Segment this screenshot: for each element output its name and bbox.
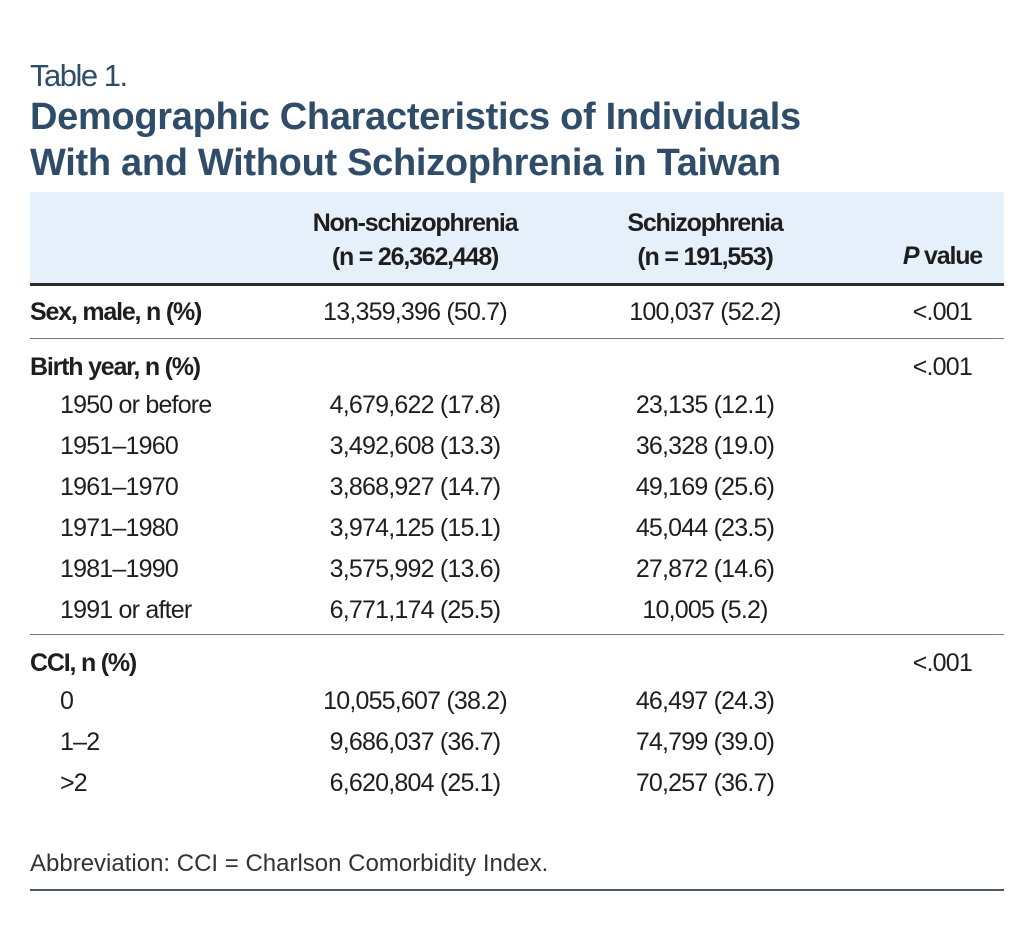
bottom-rule [30, 889, 1004, 891]
row-label: >2 [60, 769, 88, 797]
schizophrenia-value: 100,037 (52.2) [629, 298, 781, 326]
schizophrenia-value: 49,169 (25.6) [635, 473, 775, 501]
header-label: Schizophrenia [627, 209, 783, 237]
row-label: 1–2 [60, 728, 100, 756]
non-schizophrenia-value: 9,686,037 (36.7) [329, 728, 501, 756]
row-label: 1991 or after [60, 596, 192, 624]
non-schizophrenia-value: 3,974,125 (15.1) [329, 514, 501, 542]
header-schizophrenia: Schizophrenia (n = 191,553) [590, 206, 820, 274]
p-value: <.001 [912, 353, 973, 381]
schizophrenia-value: 27,872 (14.6) [635, 555, 775, 583]
table-row: 1971–1980 3,974,125 (15.1) 45,044 (23.5) [30, 506, 1004, 547]
row-label: CCI, n (%) [30, 649, 137, 677]
table-row: 1950 or before 4,679,622 (17.8) 23,135 (12… [30, 383, 1004, 424]
non-schizophrenia-value: 13,359,396 (50.7) [323, 298, 508, 326]
non-schizophrenia-value: 3,868,927 (14.7) [329, 473, 501, 501]
header-non-schizophrenia: Non-schizophrenia (n = 26,362,448) [290, 206, 540, 274]
table-title: Demographic Characteristics of Individua… [30, 94, 801, 186]
schizophrenia-value: 70,257 (36.7) [635, 769, 775, 797]
table-row: 1991 or after 6,771,174 (25.5) 10,005 (5.2… [30, 588, 1004, 635]
schizophrenia-value: 45,044 (23.5) [635, 514, 775, 542]
demographics-table: Non-schizophrenia (n = 26,362,448) Schiz… [30, 192, 1004, 802]
table-row: >2 6,620,804 (25.1) 70,257 (36.7) [30, 761, 1004, 802]
p-value: <.001 [912, 649, 973, 677]
row-label: 1951–1960 [60, 432, 179, 460]
p-value: <.001 [912, 298, 973, 326]
row-label: 1950 or before [60, 391, 212, 419]
schizophrenia-value: 74,799 (39.0) [635, 728, 775, 756]
title-line-2: With and Without Schizophrenia in Taiwan [30, 142, 781, 184]
schizophrenia-value: 23,135 (12.1) [635, 391, 775, 419]
schizophrenia-value: 36,328 (19.0) [635, 432, 775, 460]
row-label: 0 [60, 687, 74, 715]
p-label: value [918, 242, 983, 270]
schizophrenia-value: 46,497 (24.3) [635, 687, 775, 715]
non-schizophrenia-value: 3,492,608 (13.3) [329, 432, 501, 460]
non-schizophrenia-value: 6,620,804 (25.1) [329, 769, 501, 797]
non-schizophrenia-value: 10,055,607 (38.2) [323, 687, 508, 715]
header-label: Non-schizophrenia [312, 209, 519, 237]
title-line-1: Demographic Characteristics of Individua… [30, 96, 801, 138]
row-label: Birth year, n (%) [30, 353, 201, 381]
table-row: 0 10,055,607 (38.2) 46,497 (24.3) [30, 679, 1004, 720]
header-count: (n = 191,553) [637, 243, 773, 271]
table-row: 1981–1990 3,575,992 (13.6) 27,872 (14.6) [30, 547, 1004, 588]
table-label: Table 1. [30, 58, 128, 93]
table-row: 1961–1970 3,868,927 (14.7) 49,169 (25.6) [30, 465, 1004, 506]
row-label: Sex, male, n (%) [30, 298, 202, 326]
row-label: 1971–1980 [60, 514, 179, 542]
row-label: 1981–1990 [60, 555, 179, 583]
footnote: Abbreviation: CCI = Charlson Comorbidity… [30, 850, 549, 877]
table-row: 1–2 9,686,037 (36.7) 74,799 (39.0) [30, 720, 1004, 761]
table-row: CCI, n (%) <.001 [30, 635, 1004, 679]
non-schizophrenia-value: 3,575,992 (13.6) [329, 555, 501, 583]
header-p-value: P value [902, 242, 983, 271]
table-row: Birth year, n (%) <.001 [30, 339, 1004, 383]
table-header: Non-schizophrenia (n = 26,362,448) Schiz… [30, 192, 1004, 286]
non-schizophrenia-value: 6,771,174 (25.5) [329, 596, 501, 624]
row-label: 1961–1970 [60, 473, 179, 501]
table-row: 1951–1960 3,492,608 (13.3) 36,328 (19.0) [30, 424, 1004, 465]
header-count: (n = 26,362,448) [331, 243, 500, 271]
p-letter: P [902, 242, 920, 270]
non-schizophrenia-value: 4,679,622 (17.8) [329, 391, 501, 419]
schizophrenia-value: 10,005 (5.2) [642, 596, 768, 624]
table-row: Sex, male, n (%) 13,359,396 (50.7) 100,037… [30, 286, 1004, 339]
